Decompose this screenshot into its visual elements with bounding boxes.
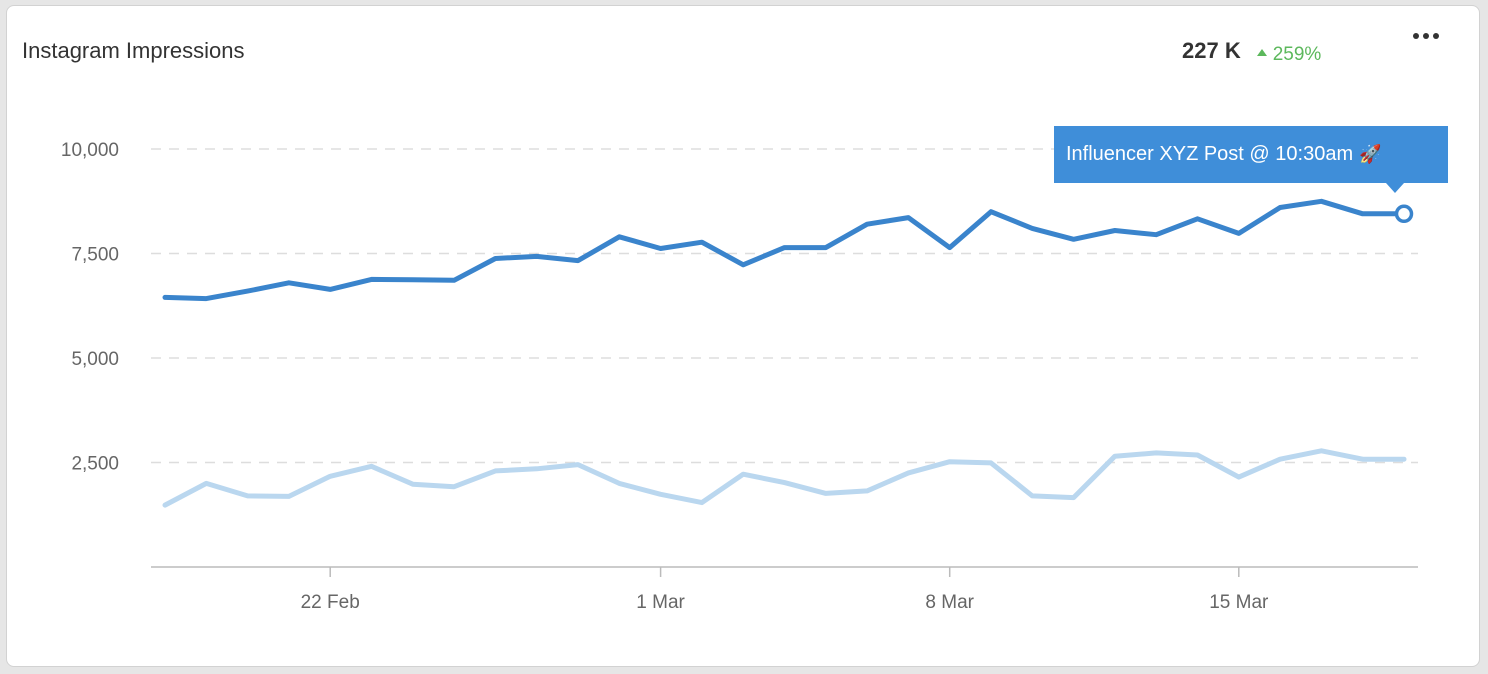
rocket-icon: 🚀	[1359, 144, 1382, 164]
more-dots-icon	[1423, 33, 1429, 39]
more-dots-icon	[1413, 33, 1419, 39]
more-dots-icon	[1433, 33, 1439, 39]
x-tick-label: 22 Feb	[301, 592, 360, 613]
grid-lines	[151, 148, 1418, 464]
series-line-secondary	[162, 448, 1407, 508]
y-tick-label: 2,500	[71, 454, 119, 475]
x-tick-label: 1 Mar	[636, 592, 685, 613]
x-axis: 22 Feb 1 Mar 8 Mar 15 Mar	[151, 566, 1418, 613]
tooltip-pointer	[1386, 183, 1404, 193]
y-tick-label: 10,000	[61, 140, 119, 161]
series-group	[162, 198, 1407, 508]
up-triangle-icon	[1256, 49, 1267, 56]
y-tick-label: 5,000	[71, 349, 119, 370]
y-tick-label: 7,500	[71, 245, 119, 266]
y-axis: 2,500 5,000 7,500 10,000	[61, 140, 119, 475]
x-tick-label: 8 Mar	[925, 592, 974, 613]
change-badge: 259%	[1256, 43, 1322, 66]
annotation-text: Influencer XYZ Post @ 10:30am	[1066, 143, 1354, 165]
impressions-card	[6, 5, 1480, 667]
change-percent: 259%	[1272, 43, 1322, 65]
annotation-marker	[1394, 204, 1414, 224]
x-tick-label: 15 Mar	[1209, 592, 1269, 613]
summary-stat: 227 K 259%	[1182, 38, 1321, 66]
series-line-primary	[162, 198, 1407, 302]
annotation-point[interactable]	[1394, 204, 1414, 224]
widget-title: Instagram Impressions	[22, 38, 245, 63]
more-options-button[interactable]	[1404, 24, 1448, 48]
total-impressions-value: 227 K	[1182, 38, 1241, 63]
annotation-tooltip: Influencer XYZ Post @ 10:30am 🚀	[1054, 126, 1448, 183]
